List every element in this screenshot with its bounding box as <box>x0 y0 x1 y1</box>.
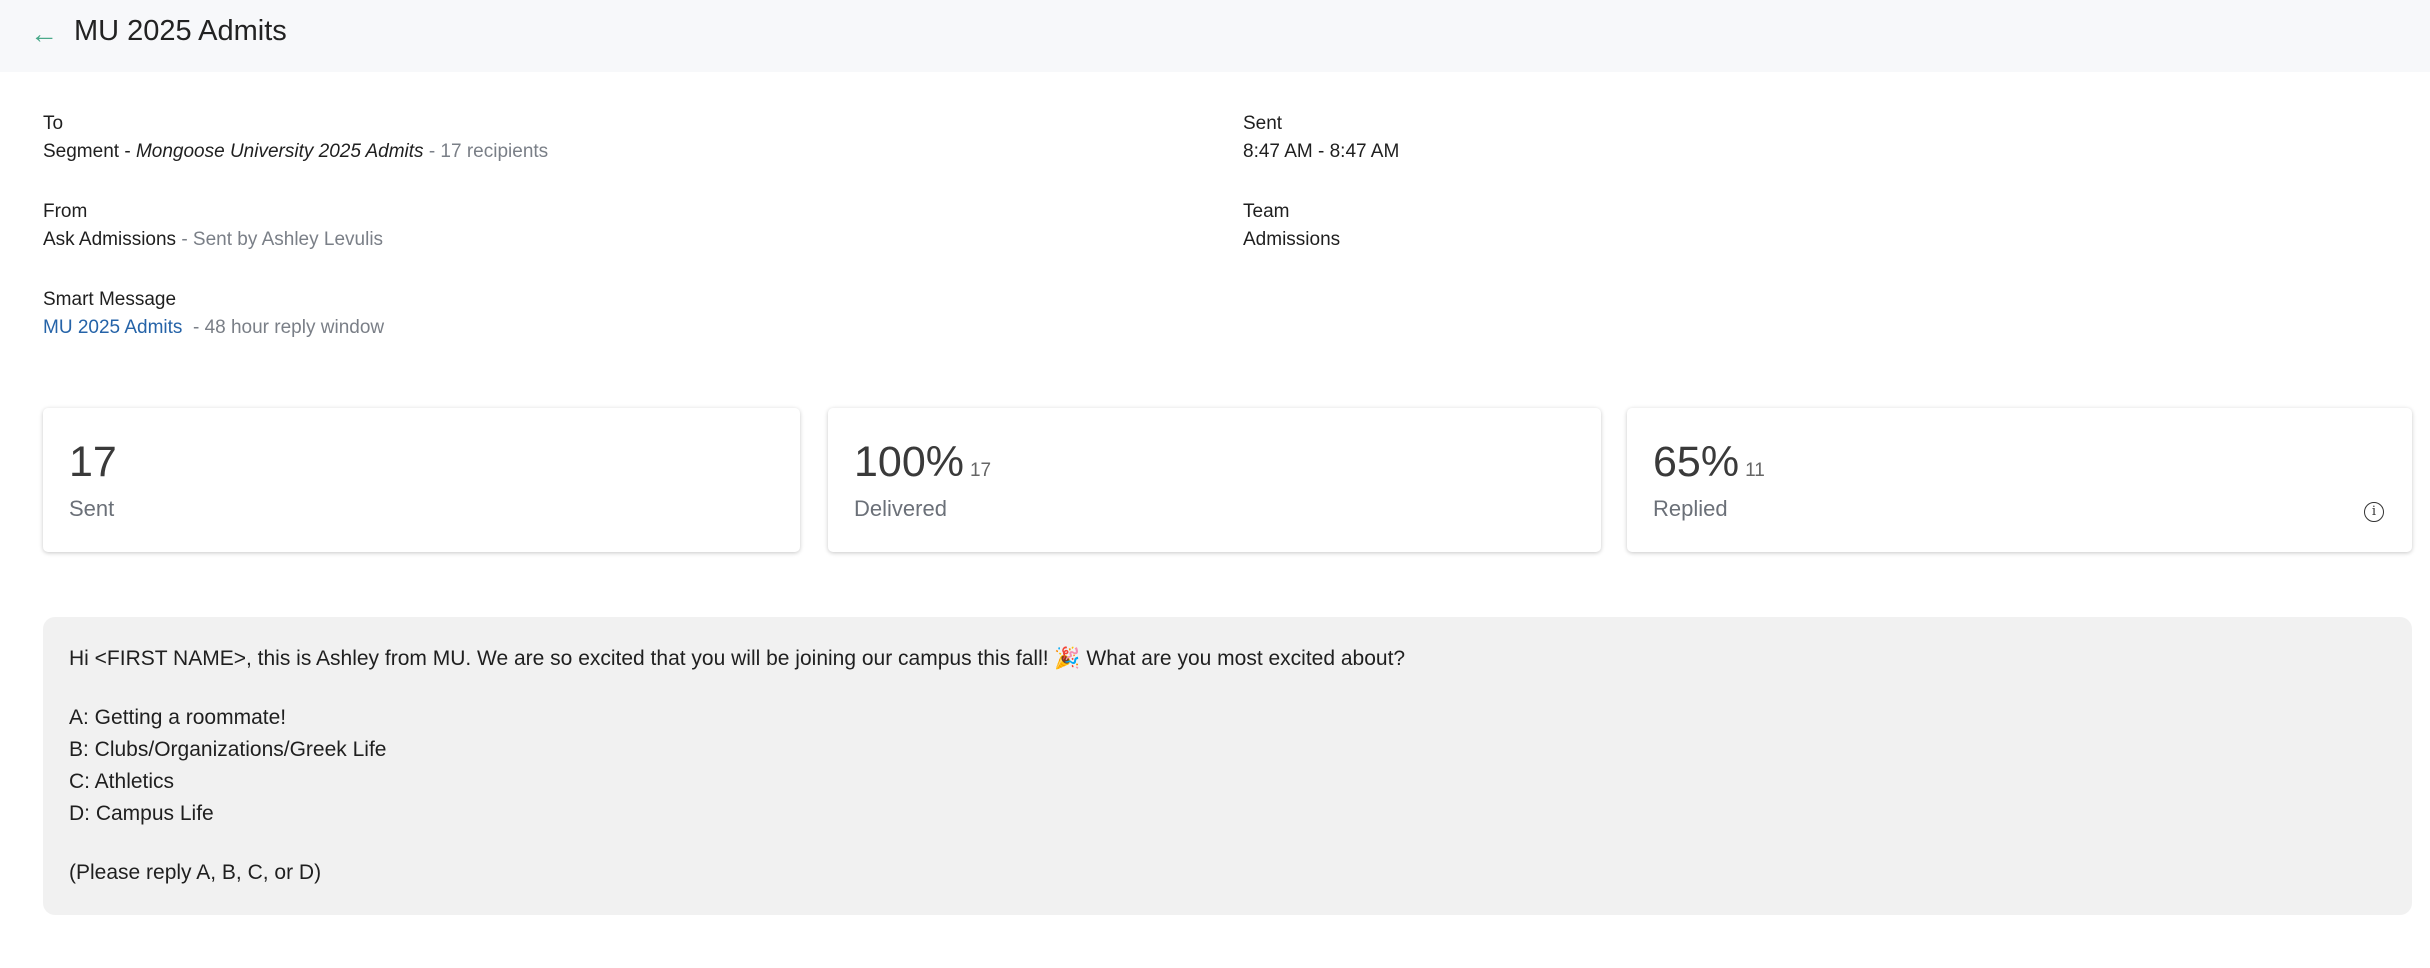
message-option: A: Getting a roommate! <box>69 706 287 729</box>
message-bubble: Hi <FIRST NAME>, this is Ashley from MU.… <box>43 617 2412 915</box>
smart-message-field: Smart Message MU 2025 Admits - 48 hour r… <box>43 286 384 342</box>
smart-message-label: Smart Message <box>43 289 177 310</box>
stat-label: Sent <box>69 496 115 521</box>
to-prefix: Segment - <box>43 141 136 162</box>
stat-card-sent: 17 Sent <box>43 408 800 552</box>
stat-count: 17 <box>969 460 992 481</box>
info-icon[interactable]: i <box>2364 502 2384 522</box>
message-option: D: Campus Life <box>69 802 214 825</box>
stat-card-delivered: 100% 17 Delivered <box>828 408 1601 552</box>
stat-value: 100% <box>854 438 964 486</box>
to-label: To <box>43 113 64 134</box>
from-field: From Ask Admissions - Sent by Ashley Lev… <box>43 198 383 254</box>
team-field: Team Admissions <box>1243 198 1340 254</box>
stat-value: 65% <box>1653 438 1740 486</box>
smart-message-link[interactable]: MU 2025 Admits <box>43 317 183 338</box>
segment-name: Mongoose University 2025 Admits <box>135 141 424 162</box>
sent-value: 8:47 AM - 8:47 AM <box>1243 141 1400 162</box>
reply-window: - 48 hour reply window <box>182 317 385 338</box>
from-value: Ask Admissions <box>43 229 177 250</box>
recipients-count: - 17 recipients <box>423 141 549 162</box>
message-footer: (Please reply A, B, C, or D) <box>69 861 322 884</box>
stat-card-replied: 65% 11 Replied i <box>1627 408 2412 552</box>
team-value: Admissions <box>1243 229 1341 250</box>
message-option: C: Athletics <box>69 770 175 793</box>
page-title: MU 2025 Admits <box>74 15 287 47</box>
message-option: B: Clubs/Organizations/Greek Life <box>69 738 387 761</box>
stat-count: 11 <box>1745 460 1765 481</box>
sent-label: Sent <box>1243 113 1283 134</box>
sent-by: - Sent by Ashley Levulis <box>176 229 384 250</box>
stat-label: Replied <box>1653 496 1728 521</box>
arrow-left-icon[interactable]: ← <box>30 18 58 49</box>
to-field: To Segment - Mongoose University 2025 Ad… <box>43 110 548 166</box>
stat-value: 17 <box>69 438 117 486</box>
from-label: From <box>43 201 88 222</box>
message-intro: Hi <FIRST NAME>, this is Ashley from MU.… <box>69 647 1406 670</box>
sent-field: Sent 8:47 AM - 8:47 AM <box>1243 110 1399 166</box>
stat-label: Delivered <box>854 496 947 521</box>
team-label: Team <box>1243 201 1290 222</box>
page-header: ← MU 2025 Admits <box>0 0 2430 72</box>
